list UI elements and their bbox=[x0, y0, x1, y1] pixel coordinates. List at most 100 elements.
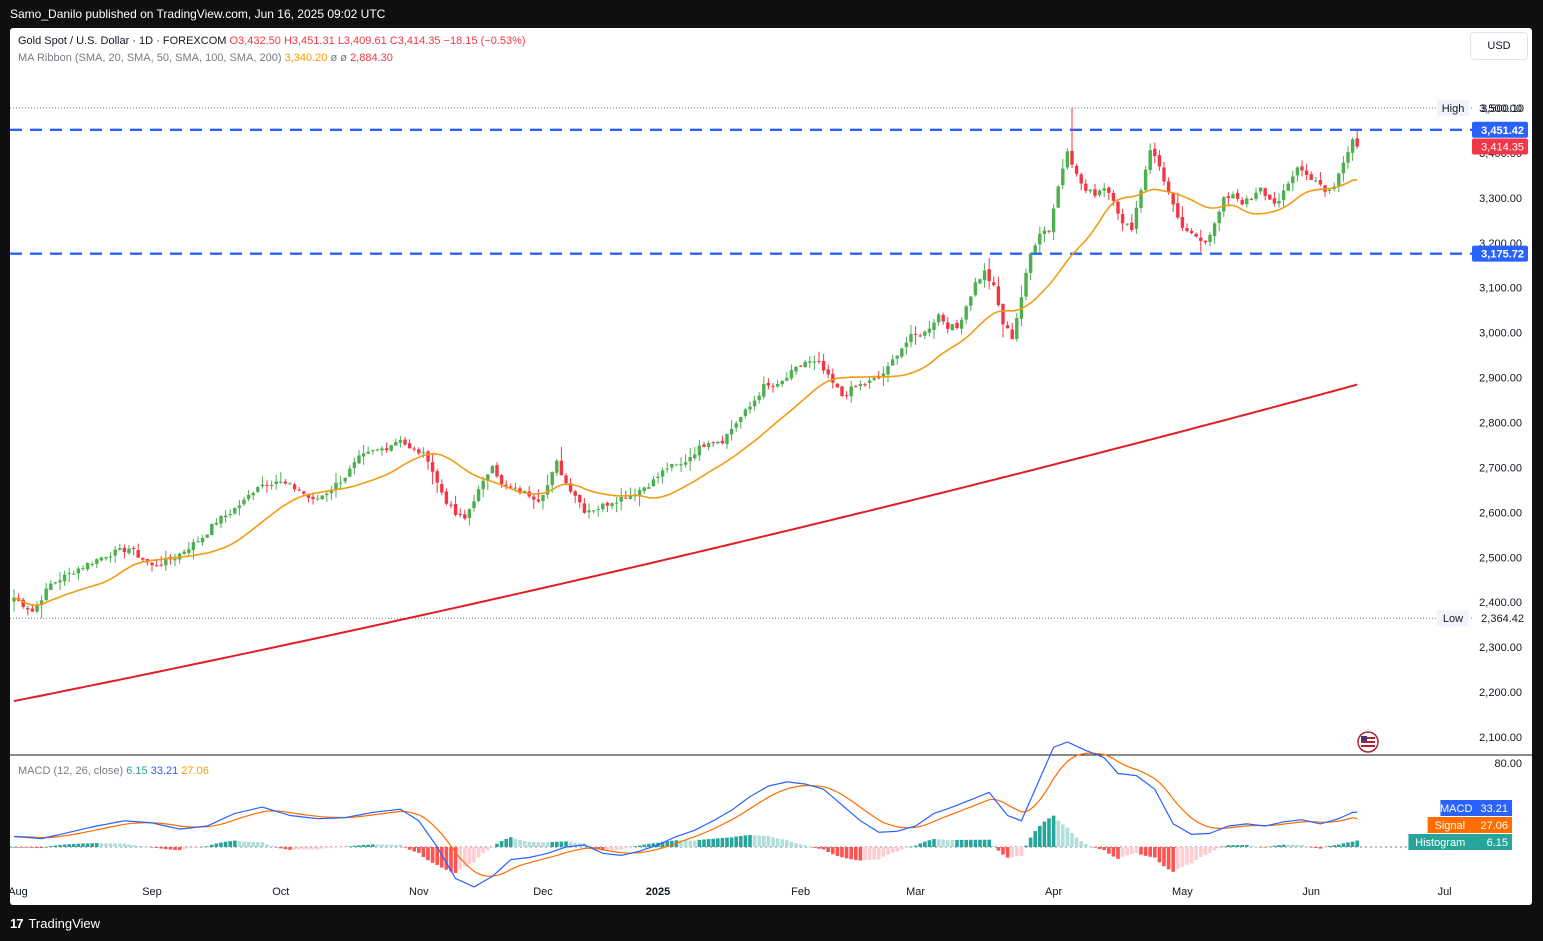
candle-body bbox=[472, 501, 476, 509]
candle-body bbox=[81, 567, 85, 569]
candle-body bbox=[1176, 203, 1180, 218]
candle-body bbox=[550, 472, 554, 486]
macd-tag-value-bg bbox=[1472, 817, 1512, 833]
chart-panel[interactable]: 2,100.00 2,200.00 2,300.00 2,400.00 2,500.00… bbox=[10, 28, 1532, 905]
histogram-bar bbox=[886, 847, 890, 855]
histogram-bar bbox=[1051, 815, 1056, 847]
candle-body bbox=[1258, 187, 1263, 192]
histogram-bar bbox=[702, 839, 706, 847]
x-tick-label: 2025 bbox=[646, 886, 670, 898]
histogram-bar bbox=[683, 840, 688, 847]
histogram-bar bbox=[1323, 847, 1327, 848]
candle-body bbox=[881, 373, 886, 378]
candle-body bbox=[154, 565, 159, 567]
histogram-bar bbox=[62, 844, 67, 847]
candle-body bbox=[679, 464, 683, 466]
candle-body bbox=[789, 370, 794, 379]
candle-body bbox=[711, 442, 715, 444]
macd-tag-value: 6.15 bbox=[1487, 837, 1508, 849]
high-value: 3,500.10 bbox=[1481, 103, 1524, 115]
histogram-bar bbox=[771, 837, 775, 847]
candle-body bbox=[1120, 214, 1125, 224]
candle-body bbox=[49, 583, 53, 590]
histogram-bar bbox=[85, 843, 90, 847]
candle-body bbox=[53, 582, 58, 584]
candle-body bbox=[1088, 189, 1093, 192]
candle-body bbox=[1212, 223, 1217, 237]
histogram-bar bbox=[1208, 847, 1212, 854]
histogram-bar bbox=[1304, 846, 1309, 847]
ma-legend[interactable]: MA Ribbon (SMA, 20, SMA, 50, SMA, 100, S… bbox=[18, 52, 393, 64]
ma-value-100: ø bbox=[340, 52, 347, 64]
candle-body bbox=[426, 451, 430, 462]
candle-body bbox=[141, 557, 145, 560]
histogram-bar bbox=[509, 837, 513, 847]
time-axis[interactable]: Aug Sep Oct Nov Dec 2025 Feb Mar Apr May Jun Jul bbox=[10, 886, 1452, 898]
tradingview-logo-icon: 17 bbox=[10, 916, 24, 931]
candle-body bbox=[375, 449, 380, 451]
candle-body bbox=[601, 503, 605, 510]
candle-body bbox=[1272, 198, 1277, 204]
candle-body bbox=[513, 487, 518, 489]
histogram-bar bbox=[159, 847, 163, 849]
candle-body bbox=[844, 395, 849, 397]
histogram-bar bbox=[1070, 833, 1074, 847]
macd-legend[interactable]: MACD (12, 26, close) 6.15 33.21 27.06 bbox=[18, 765, 209, 777]
candle-body bbox=[269, 484, 274, 486]
candle-body bbox=[228, 514, 232, 516]
candle-body bbox=[306, 494, 311, 498]
candle-body bbox=[108, 556, 113, 558]
level-lines[interactable] bbox=[10, 128, 1472, 255]
candle-body bbox=[1249, 199, 1254, 201]
histogram-bar bbox=[1019, 847, 1024, 856]
histogram-bar bbox=[398, 844, 403, 847]
histogram-bar bbox=[1300, 844, 1304, 847]
candle-body bbox=[210, 523, 214, 536]
candle-body bbox=[274, 481, 278, 484]
histogram-bar bbox=[642, 844, 646, 847]
currency-button[interactable]: USD bbox=[1470, 32, 1528, 60]
candle-body bbox=[1281, 190, 1286, 201]
us-flag-icon[interactable] bbox=[1357, 731, 1379, 753]
macd-tag-value-bg bbox=[1472, 834, 1512, 850]
publisher-line: Samo_Danilo published on TradingView.com… bbox=[10, 7, 386, 21]
histogram-bar bbox=[320, 847, 324, 849]
tradingview-logo[interactable]: 17 TradingView bbox=[10, 916, 100, 931]
level-tag-label: 3,451.42 bbox=[1481, 125, 1524, 137]
candle-body bbox=[964, 306, 968, 320]
candle-body bbox=[467, 509, 472, 519]
candle-body bbox=[389, 445, 393, 451]
histogram-bar bbox=[858, 847, 863, 861]
candle-body bbox=[242, 499, 246, 505]
x-tick-label: Dec bbox=[533, 886, 553, 898]
macd-label: MACD (12, 26, close) bbox=[18, 765, 124, 777]
candle-body bbox=[1084, 183, 1088, 191]
price-chart[interactable]: 2,100.00 2,200.00 2,300.00 2,400.00 2,500.00… bbox=[10, 28, 1532, 905]
candle-body bbox=[256, 487, 260, 492]
macd-line bbox=[13, 741, 1358, 888]
candle-body bbox=[1093, 189, 1097, 196]
price-axis[interactable]: 2,100.00 2,200.00 2,300.00 2,400.00 2,500.00… bbox=[1479, 103, 1522, 744]
candle-body bbox=[1125, 223, 1129, 225]
histogram-bar bbox=[748, 835, 752, 847]
brand-label: TradingView bbox=[28, 916, 101, 931]
histogram-bar bbox=[177, 847, 182, 851]
candle-body bbox=[430, 462, 435, 472]
candle-body bbox=[476, 489, 481, 501]
histogram-bar bbox=[44, 846, 48, 848]
candlestick-series bbox=[12, 107, 1359, 619]
candle-body bbox=[1295, 167, 1300, 176]
symbol-legend[interactable]: Gold Spot / U.S. Dollar · 1D · FOREXCOM … bbox=[18, 35, 526, 47]
histogram-bar bbox=[476, 847, 481, 858]
x-tick-label: Apr bbox=[1045, 886, 1062, 898]
histogram-bar bbox=[1157, 847, 1162, 863]
candle-body bbox=[886, 366, 890, 375]
histogram-bar bbox=[913, 845, 918, 847]
candle-body bbox=[58, 580, 62, 583]
histogram-bar bbox=[647, 843, 651, 847]
candle-body bbox=[812, 361, 817, 363]
candle-body bbox=[1033, 245, 1037, 253]
histogram-bar bbox=[996, 847, 1001, 851]
histogram-bar bbox=[1143, 847, 1148, 856]
candle-body bbox=[35, 604, 39, 612]
